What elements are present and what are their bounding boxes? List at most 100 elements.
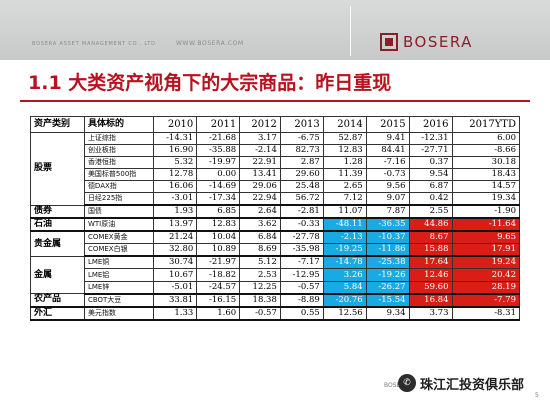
value-cell: 5.84 [322,280,367,295]
value-cell: -27.71 [408,144,453,158]
value-cell: 0.55 [279,306,324,321]
value-cell: -7.79 [451,293,520,308]
table-row: 金属 LME铜 30.74 -21.97 5.12 -7.17 -14.78 -25.38 17… [30,255,520,295]
value-cell: -35.88 [196,144,241,158]
header-year: 2015 [365,116,410,133]
value-cell: -19.26 [365,268,410,282]
target-cell: 美元指数 [83,306,155,321]
category-cell: 债券 [30,204,85,220]
value-cell: 8.67 [408,230,453,245]
header-category: 资产类别 [30,116,85,133]
title-rule [20,100,530,102]
header-year: 2010 [153,116,198,133]
value-cell: -24.57 [196,280,241,295]
value-cell: 6.84 [239,230,281,245]
value-cell: 3.73 [408,306,453,321]
value-cell: -48.11 [322,217,367,233]
table-row: 创业板指 16.90 -35.88 -2.14 82.73 12.83 84.41 -27.7… [31,144,520,158]
category-cell: 农产品 [30,293,85,308]
value-cell: -7.17 [279,255,324,270]
table-row: 债券 国债 1.93 6.85 2.64 -2.81 11.07 7.87 2.55 -1.90 [30,204,520,220]
category-cell: 股票 [30,132,85,206]
target-cell: COMEX黄金 [83,230,155,245]
value-cell: -0.73 [365,168,410,182]
value-cell: -11.86 [365,243,410,258]
header-divider [350,6,351,56]
value-cell: 18.43 [451,168,520,182]
value-cell: 8.69 [239,243,281,258]
value-cell: -35.98 [279,243,324,258]
value-cell: 9.65 [451,230,520,245]
table-row: LME锌 -5.01 -24.57 12.25 -0.57 5.84 -26.27 59.60… [31,280,520,295]
target-cell: WTI原油 [83,217,155,233]
value-cell: 1.60 [196,306,241,321]
value-cell: 84.41 [365,144,410,158]
value-cell: 17.64 [408,255,453,270]
header-year: 2013 [279,116,324,133]
value-cell: -0.57 [239,306,281,321]
value-cell: -14.69 [196,180,241,194]
value-cell: -10.37 [365,230,410,245]
value-cell: -15.54 [365,293,410,308]
value-cell: -25.38 [365,255,410,270]
value-cell: 10.89 [196,243,241,258]
target-cell: 美国标普500指 [83,168,155,182]
target-cell: 日经225指 [83,192,155,207]
value-cell: 1.93 [153,204,198,220]
header-target: 具体标的 [83,116,155,133]
table-row: 贵金属 COMEX黄金 21.24 10.04 6.84 -27.78 -2.13 -10.3… [30,230,520,257]
value-cell: 25.48 [279,180,324,194]
target-cell: 国债 [83,204,155,220]
category-cell: 外汇 [30,306,85,321]
logo-text: BOSERA [403,33,473,51]
value-cell: -3.01 [153,192,198,207]
value-cell: -6.75 [279,131,324,146]
value-cell: 15.88 [408,243,453,258]
value-cell: 13.97 [153,217,198,233]
value-cell: 1.28 [322,156,367,170]
category-cell: 金属 [30,255,85,295]
target-cell: LME铜 [83,255,155,270]
target-cell: 创业板指 [83,144,155,158]
value-cell: -11.64 [451,217,520,233]
value-cell: -17.34 [196,192,241,207]
value-cell: 2.64 [239,204,281,220]
value-cell: 22.91 [239,156,281,170]
value-cell: -19.25 [322,243,367,258]
table-row: 石油 WTI原油 13.97 12.83 3.62 -0.33 -48.11 -36.35 44… [30,217,520,233]
value-cell: 12.83 [196,217,241,233]
wechat-icon: ✆ [398,374,416,392]
value-cell: 9.54 [408,168,453,182]
value-cell: 12.25 [239,280,281,295]
value-cell: -2.13 [322,230,367,245]
value-cell: -5.01 [153,280,198,295]
value-cell: 3.17 [239,131,281,146]
table-row: 美国标普500指 12.78 0.00 13.41 29.60 11.39 -0.73 9.5… [31,168,520,182]
value-cell: 6.00 [451,131,520,146]
table-row: COMEX白银 32.80 10.89 8.69 -35.98 -19.25 -11.86 1… [31,243,520,258]
table-body: 股票 上证综指 -14.31 -21.68 3.17 -6.75 52.87 9.41 -12.… [30,131,520,321]
table-row: 外汇 美元指数 1.33 1.60 -0.57 0.55 12.56 9.34 3.73 -8.3… [30,306,520,321]
table-header-row: 资产类别 具体标的 2010 2011 2012 2013 2014 2015 … [30,116,520,133]
value-cell: 0.37 [408,156,453,170]
value-cell: 12.56 [322,306,367,321]
value-cell: -1.90 [451,204,520,220]
value-cell: -2.81 [279,204,324,220]
value-cell: -27.78 [279,230,324,245]
value-cell: 14.57 [451,180,520,194]
value-cell: 6.85 [196,204,241,220]
table-row: 香港恒指 5.32 -19.97 22.91 2.87 1.28 -7.16 0.37 30.1… [31,156,520,170]
value-cell: 52.87 [322,131,367,146]
value-cell: -8.89 [279,293,324,308]
value-cell: 16.84 [408,293,453,308]
target-cell: CBOT大豆 [83,293,155,308]
value-cell: 28.19 [451,280,520,295]
value-cell: -8.66 [451,144,520,158]
value-cell: 5.12 [239,255,281,270]
value-cell: -0.57 [279,280,324,295]
value-cell: -14.31 [153,131,198,146]
returns-table: 资产类别 具体标的 2010 2011 2012 2013 2014 2015 … [30,116,520,321]
value-cell: 2.55 [408,204,453,220]
value-cell: -18.82 [196,268,241,282]
table-row: 德DAX指 16.06 -14.69 29.06 25.48 2.65 9.56 6.87 14… [31,180,520,194]
